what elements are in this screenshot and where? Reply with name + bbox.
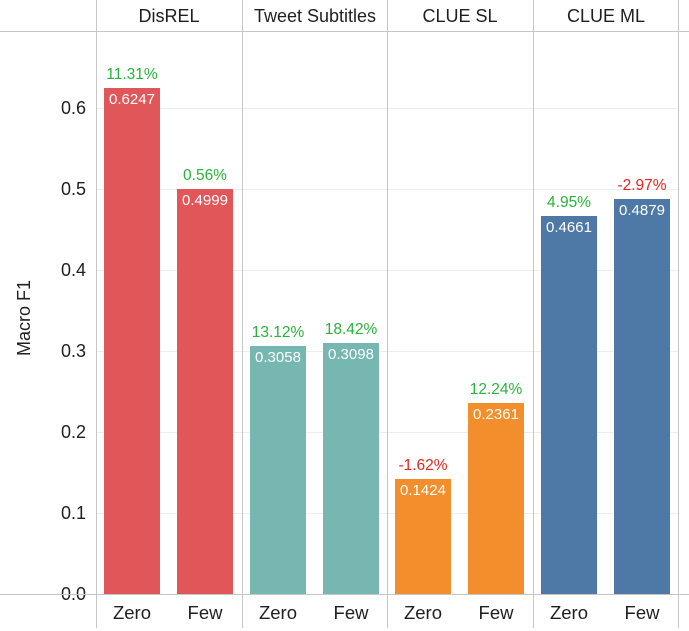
bar [250,346,306,594]
bar-value-label: 0.4661 [546,219,592,236]
group-header: CLUE SL [422,6,498,26]
header-line [0,31,689,32]
bar-delta-label: 18.42% [324,321,378,338]
bar [323,343,379,594]
x-tick-label: Few [333,602,369,623]
y-tick-label: 0.4 [60,260,86,280]
bar [614,199,670,594]
group-header: DisREL [138,6,200,26]
bar-delta-label: 11.31% [106,66,158,83]
y-tick-label: 0.1 [60,503,86,523]
bar [541,216,597,594]
bar-value-label: 0.4879 [619,202,665,219]
group-divider [678,0,679,628]
group-divider [387,0,388,628]
bar-value-label: 0.4999 [182,192,228,209]
bar-delta-label: 13.12% [251,324,305,341]
bar-delta-label: -2.97% [617,177,667,194]
group-divider [242,0,243,628]
y-axis-line [96,0,97,628]
bar-value-label: 0.3058 [255,349,301,366]
x-tick-label: Few [624,602,660,623]
bar-delta-label: 12.24% [469,381,523,398]
group-header: CLUE ML [566,6,646,26]
x-tick-label: Zero [258,602,298,623]
bar-value-label: 0.2361 [473,406,519,423]
x-tick-label: Zero [403,602,443,623]
bar [395,479,451,594]
bar [177,189,233,594]
group-header: Tweet Subtitles [253,6,377,26]
bar-delta-label: -1.62% [398,457,448,474]
bar-value-label: 0.6247 [109,91,155,108]
baseline [0,594,689,595]
bar-delta-label: 4.95% [547,194,591,211]
x-tick-label: Zero [112,602,152,623]
bar [104,88,160,594]
y-tick-label: 0.2 [60,422,86,442]
bar-value-label: 0.1424 [400,482,446,499]
bar-delta-label: 0.56% [183,167,227,184]
group-divider [533,0,534,628]
x-tick-label: Few [478,602,514,623]
bar-value-label: 0.3098 [328,346,374,363]
y-tick-label: 0.3 [60,341,86,361]
x-tick-label: Zero [549,602,589,623]
bar [468,403,524,594]
y-tick-label: 0.5 [60,179,86,199]
y-tick-label: 0.6 [60,98,86,118]
x-tick-label: Few [187,602,223,623]
